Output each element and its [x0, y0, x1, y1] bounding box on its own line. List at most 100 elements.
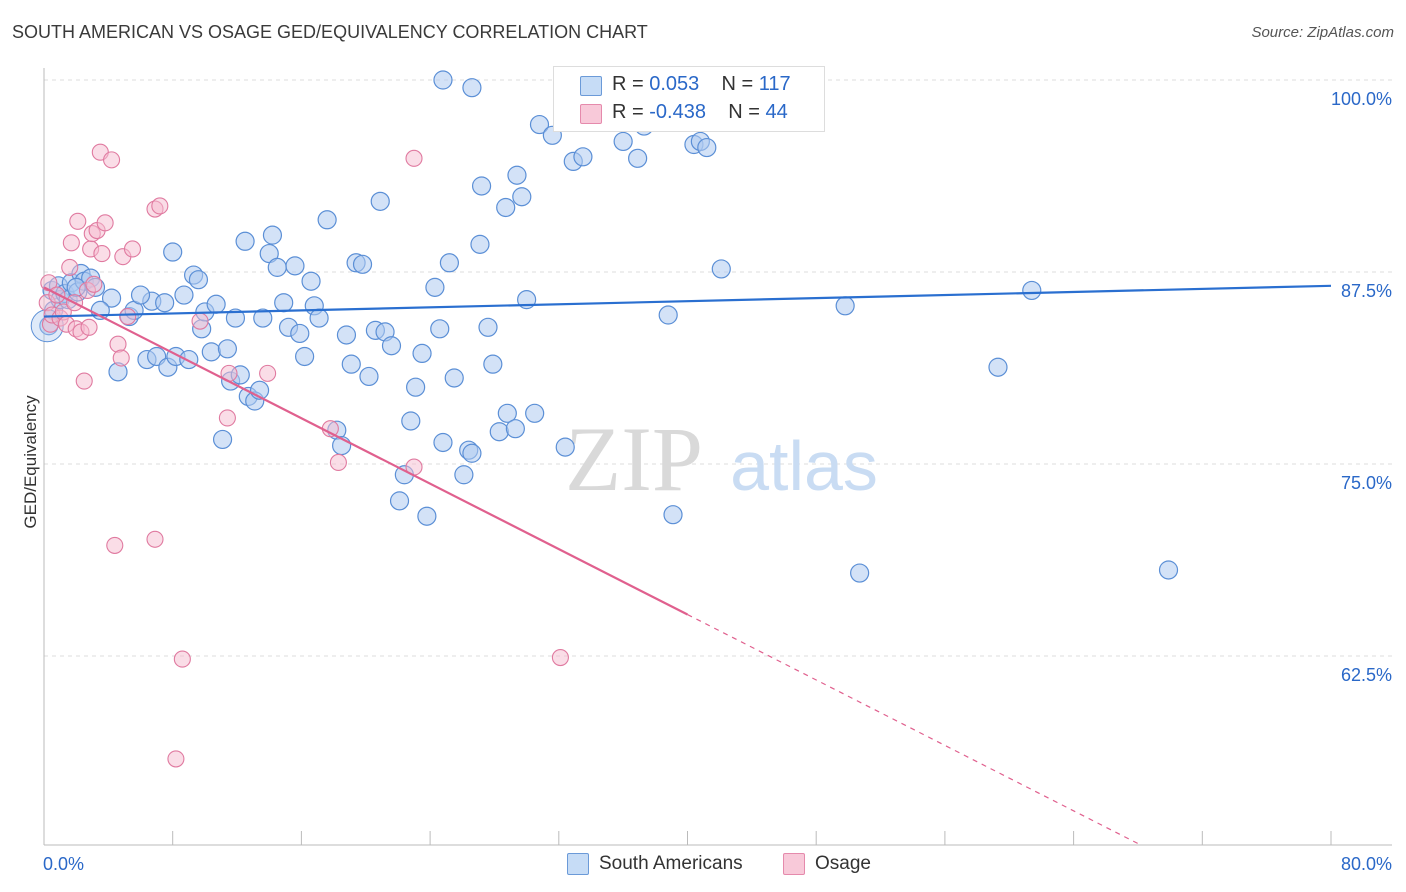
legend-swatch-pink [580, 104, 602, 124]
point-south-americans [835, 296, 855, 316]
legend-r-label: R = [612, 101, 644, 123]
point-south-americans [406, 377, 426, 397]
point-south-americans [295, 346, 315, 367]
point-south-americans [174, 285, 194, 305]
point-south-americans [471, 176, 492, 196]
point-south-americans [253, 308, 273, 328]
point-osage [123, 240, 142, 258]
trend-lines [43, 284, 1332, 846]
bottom-legend-swatch-blue [567, 853, 589, 875]
point-south-americans [201, 342, 221, 362]
watermark-zip: ZIP [565, 408, 703, 510]
point-south-americans [507, 165, 527, 185]
trend-line-osage [43, 286, 688, 616]
point-osage [75, 372, 93, 390]
point-osage [61, 258, 79, 276]
point-osage [191, 312, 209, 330]
axes [43, 68, 1392, 846]
watermark: ZIP atlas [565, 408, 878, 510]
point-south-americans [301, 271, 321, 291]
point-south-americans [444, 368, 464, 388]
point-osage [69, 212, 87, 230]
point-south-americans [462, 78, 482, 98]
point-south-americans [628, 148, 648, 168]
series-osage [38, 143, 569, 768]
point-osage [551, 648, 569, 667]
source-label: Source: ZipAtlas.com [1251, 24, 1394, 41]
point-south-americans [212, 429, 233, 450]
point-south-americans [370, 191, 390, 211]
point-south-americans [433, 70, 453, 90]
point-south-americans [462, 443, 482, 463]
point-south-americans [1158, 560, 1179, 580]
point-south-americans [217, 339, 237, 359]
trend-line-osage-extension [687, 613, 1142, 846]
point-south-americans [341, 354, 361, 374]
point-south-americans [505, 419, 525, 439]
x-tick-label-min: 0.0% [43, 854, 84, 874]
stats-legend: R = 0.053 N = 117 R = -0.438 N = 44 [553, 66, 825, 132]
legend-n-value: 44 [765, 101, 788, 123]
point-south-americans [483, 354, 503, 374]
point-south-americans [555, 437, 575, 457]
point-south-americans [359, 366, 379, 387]
point-south-americans [470, 234, 490, 254]
point-osage [119, 307, 137, 326]
y-tick-label: 75.0% [1341, 473, 1392, 493]
point-osage [106, 536, 124, 554]
point-south-americans [188, 270, 209, 290]
trend-line-south-americans [43, 284, 1332, 318]
point-south-americans [573, 147, 593, 167]
point-south-americans [235, 231, 255, 251]
legend-n-label: N = [728, 101, 760, 123]
point-south-americans [988, 357, 1008, 377]
legend-row1-text: R = 0.053 N = 117 [612, 73, 791, 96]
point-south-americans [663, 505, 683, 525]
point-south-americans [285, 256, 305, 276]
point-osage [112, 349, 130, 367]
point-south-americans [711, 259, 731, 279]
point-osage [173, 650, 191, 668]
point-south-americans [163, 242, 183, 262]
point-south-americans [425, 277, 445, 297]
point-osage [321, 420, 339, 438]
point-osage [405, 149, 423, 167]
point-south-americans [439, 253, 460, 273]
point-osage [218, 409, 236, 427]
point-south-americans [417, 506, 437, 526]
y-tick-label: 62.5% [1341, 665, 1392, 685]
point-south-americans [430, 319, 450, 339]
point-south-americans [274, 293, 294, 313]
point-south-americans [497, 403, 517, 423]
point-osage [103, 151, 121, 169]
point-south-americans [381, 336, 402, 356]
point-osage [109, 335, 127, 353]
legend-row2-text: R = -0.438 N = 44 [612, 101, 788, 124]
point-south-americans [512, 187, 532, 207]
point-osage [85, 275, 103, 293]
point-south-americans [433, 432, 453, 453]
point-osage [167, 750, 185, 768]
point-south-americans [262, 225, 283, 245]
legend-r-value: -0.438 [649, 101, 706, 123]
point-south-americans [267, 257, 287, 277]
watermark-atlas: atlas [730, 427, 878, 505]
point-south-americans [225, 308, 246, 328]
point-osage [62, 234, 80, 252]
chart-title: SOUTH AMERICAN VS OSAGE GED/EQUIVALENCY … [12, 22, 648, 42]
point-south-americans [290, 323, 310, 344]
bottom-legend-swatch-pink [783, 853, 805, 875]
legend-swatch-blue [580, 76, 602, 96]
legend-r-label: R = [612, 73, 644, 95]
point-south-americans [658, 305, 678, 325]
point-osage [329, 453, 347, 472]
point-south-americans [101, 288, 122, 308]
point-osage [93, 245, 111, 263]
bottom-legend-label-osage: Osage [815, 853, 871, 874]
point-south-americans [1022, 280, 1042, 301]
point-south-americans [529, 114, 550, 135]
point-south-americans [850, 563, 870, 583]
y-axis-label: GED/Equivalency [21, 395, 40, 529]
point-south-americans [496, 197, 516, 218]
